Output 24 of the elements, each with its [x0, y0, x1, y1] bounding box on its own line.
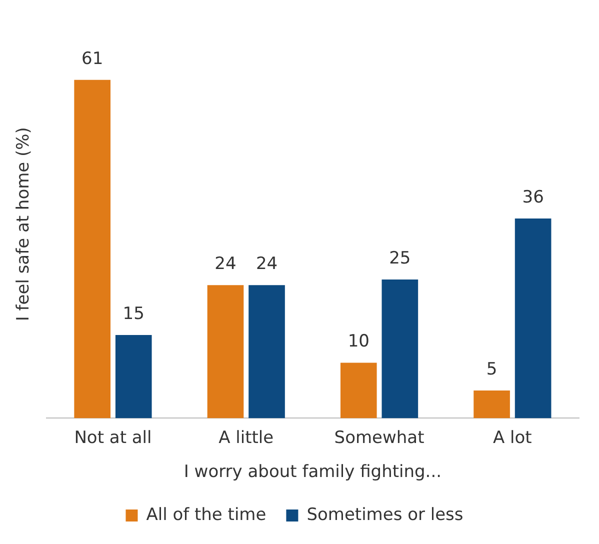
data-label: 24: [256, 254, 278, 274]
x-tick-label: Not at all: [74, 428, 152, 448]
data-label: 25: [389, 248, 411, 268]
data-label: 36: [522, 187, 544, 208]
x-tick-label: A lot: [493, 428, 532, 448]
bar: [207, 285, 244, 418]
bar: [340, 362, 377, 418]
bar: [474, 390, 510, 418]
data-label: 10: [348, 332, 370, 352]
bar: [514, 218, 552, 418]
bar: [248, 285, 285, 418]
y-axis-title: I feel safe at home (%): [14, 127, 34, 322]
bar: [382, 280, 418, 418]
bar: [74, 80, 110, 418]
data-label: 24: [214, 254, 236, 274]
data-label: 15: [122, 304, 144, 324]
bar: [115, 335, 152, 418]
x-tick-label: A little: [218, 428, 274, 448]
data-label: 5: [486, 359, 498, 380]
legend-label: Sometimes or less: [306, 504, 464, 525]
legend-label: All of the time: [146, 504, 266, 525]
x-axis-title: I worry about family fighting...: [184, 462, 442, 482]
x-tick-label: Somewhat: [334, 428, 425, 448]
data-label: 61: [82, 48, 104, 69]
